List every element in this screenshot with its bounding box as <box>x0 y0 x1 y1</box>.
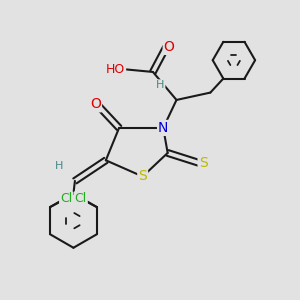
Text: HO: HO <box>106 62 125 76</box>
Text: Cl: Cl <box>60 192 72 206</box>
Text: Cl: Cl <box>75 192 87 206</box>
Text: S: S <box>199 156 207 170</box>
Text: S: S <box>138 169 147 184</box>
Text: O: O <box>164 40 175 54</box>
Text: O: O <box>90 98 101 111</box>
Text: H: H <box>156 80 164 90</box>
Text: H: H <box>55 161 63 171</box>
Text: N: N <box>158 121 168 135</box>
